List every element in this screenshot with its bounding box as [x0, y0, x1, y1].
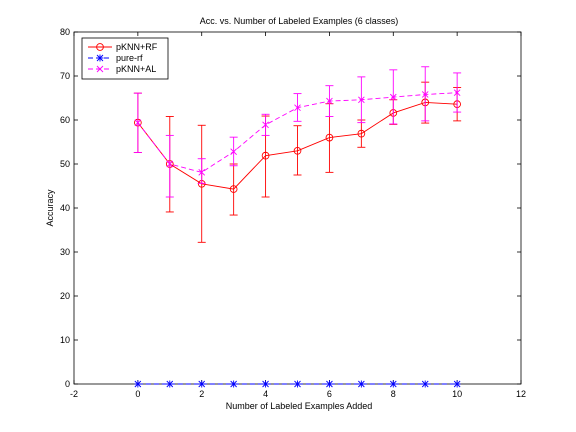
data-point	[198, 380, 206, 388]
series-1	[134, 380, 461, 388]
data-point	[166, 160, 174, 168]
legend-entry: pKNN+AL	[88, 64, 156, 74]
legend-entry: pure-rf	[88, 53, 143, 63]
y-tick-label: 30	[60, 247, 70, 257]
data-point	[261, 151, 270, 160]
data-point	[325, 133, 334, 142]
legend-marker	[96, 43, 104, 51]
y-tick-label: 0	[65, 379, 70, 389]
data-point	[357, 129, 366, 138]
y-tick-label: 10	[60, 335, 70, 345]
data-point	[325, 380, 333, 388]
x-tick-label: 4	[263, 389, 268, 399]
data-point	[134, 119, 142, 126]
data-point	[134, 380, 142, 388]
legend-box	[81, 37, 169, 80]
series-layer	[133, 66, 462, 388]
data-point	[453, 89, 461, 97]
error-bar	[293, 125, 302, 176]
data-point	[357, 380, 365, 388]
y-axis-ticks: 0 10 20 30 40 50 60 70 80	[60, 27, 521, 389]
legend-label: pure-rf	[116, 53, 143, 63]
y-axis-label: Accuracy	[45, 189, 55, 227]
data-point	[358, 96, 365, 104]
legend-entry: pKNN+RF	[88, 42, 158, 52]
data-point	[421, 380, 429, 388]
y-tick-label: 50	[60, 159, 70, 169]
x-tick-label: 8	[391, 389, 396, 399]
data-point	[262, 380, 270, 388]
error-bar	[165, 134, 174, 198]
x-tick-label: -2	[70, 389, 78, 399]
x-axis-label: Number of Labeled Examples Added	[226, 401, 373, 411]
x-tick-label: 12	[516, 389, 526, 399]
y-tick-label: 60	[60, 115, 70, 125]
chart-title: Acc. vs. Number of Labeled Examples (6 c…	[200, 16, 399, 26]
x-tick-label: 2	[199, 389, 204, 399]
y-tick-label: 80	[60, 27, 70, 37]
data-point	[389, 93, 397, 101]
error-bar	[421, 66, 430, 122]
x-tick-label: 0	[135, 389, 140, 399]
legend-marker	[96, 65, 104, 73]
plot-area	[73, 31, 522, 385]
data-point	[230, 380, 238, 388]
error-bar	[197, 158, 206, 184]
legend-marker	[96, 54, 104, 62]
legend-label: pKNN+AL	[116, 64, 156, 74]
data-point	[389, 380, 397, 388]
y-tick-label: 20	[60, 291, 70, 301]
x-tick-label: 6	[327, 389, 332, 399]
data-point	[326, 97, 333, 105]
series-2	[133, 66, 462, 198]
legend-label: pKNN+RF	[116, 42, 158, 52]
data-point	[262, 121, 269, 129]
data-point	[230, 148, 237, 155]
y-tick-label: 70	[60, 71, 70, 81]
x-tick-label: 10	[452, 389, 462, 399]
error-bar	[229, 163, 238, 216]
axes-box	[73, 31, 522, 385]
data-point	[198, 169, 206, 176]
y-tick-label: 40	[60, 203, 70, 213]
data-point	[294, 104, 301, 111]
data-point	[229, 185, 238, 193]
data-point	[453, 380, 461, 388]
data-point	[294, 380, 301, 388]
data-point	[421, 91, 429, 98]
data-point	[293, 146, 302, 155]
data-point	[166, 380, 174, 388]
